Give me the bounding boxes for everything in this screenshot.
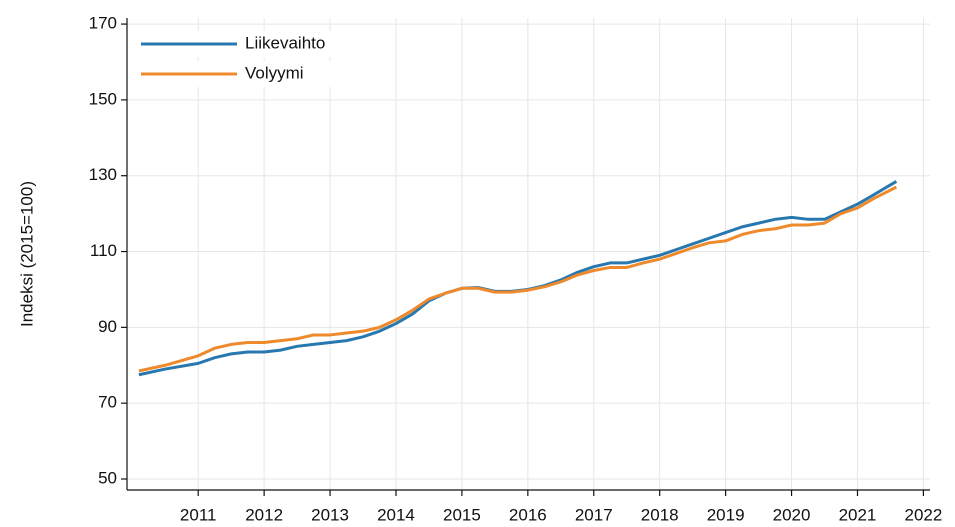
- y-tick-label: 170: [89, 14, 117, 33]
- x-tick-label: 2018: [641, 505, 679, 524]
- y-tick-label: 110: [90, 241, 117, 260]
- x-tick-label: 2016: [509, 505, 547, 524]
- series-line: [138, 185, 898, 373]
- legend-label: Liikevaihto: [245, 33, 325, 52]
- x-tick-label: 2013: [311, 505, 349, 524]
- x-tick-label: 2017: [575, 505, 613, 524]
- x-tick-label: 2012: [245, 505, 283, 524]
- y-tick-label: 50: [98, 468, 117, 487]
- x-tick-label: 2015: [443, 505, 481, 524]
- x-tick-label: 2020: [773, 505, 811, 524]
- y-axis-label: Indeksi (2015=100): [17, 181, 36, 327]
- y-tick-label: 70: [98, 393, 117, 412]
- y-tick-label: 90: [98, 317, 117, 336]
- x-tick-label: 2019: [707, 505, 745, 524]
- y-tick-label: 150: [89, 89, 117, 108]
- x-tick-label: 2014: [377, 505, 415, 524]
- legend-label: Volyymi: [245, 63, 304, 82]
- series-line: [138, 180, 898, 377]
- x-tick-label: 2011: [180, 505, 217, 524]
- x-tick-label: 2022: [904, 505, 942, 524]
- y-tick-label: 130: [89, 165, 117, 184]
- x-tick-label: 2021: [839, 505, 877, 524]
